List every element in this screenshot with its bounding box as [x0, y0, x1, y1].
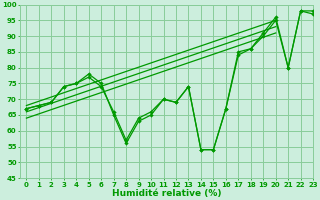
X-axis label: Humidité relative (%): Humidité relative (%): [112, 189, 221, 198]
